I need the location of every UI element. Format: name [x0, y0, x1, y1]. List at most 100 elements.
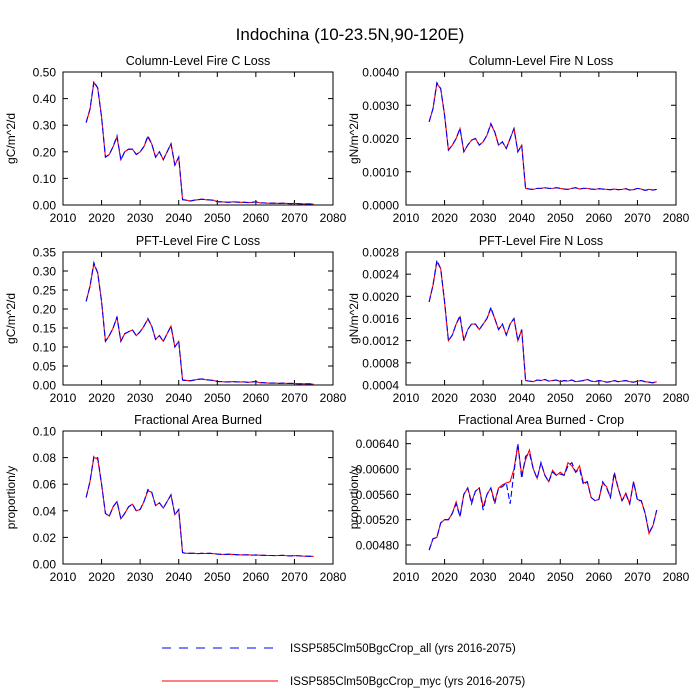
x-tick-label: 2060	[586, 570, 613, 584]
x-tick-label: 2010	[50, 211, 77, 225]
x-tick-label: 2050	[204, 391, 231, 405]
x-tick-label: 2070	[624, 211, 651, 225]
chart-panels: Column-Level Fire C Loss gC/m^2/d 2010 2020…	[4, 54, 690, 584]
chart-panel: PFT-Level Fire C Loss gC/m^2/d 2010 2020 203…	[4, 234, 347, 405]
series-line-myc	[85, 81, 314, 205]
y-tick-label: 0.0024	[362, 268, 399, 282]
series-line-all	[85, 79, 314, 205]
chart-panel: Fractional Area Burned proportion/y 2010 20…	[4, 413, 347, 584]
series-line-all	[85, 260, 314, 385]
x-tick-label: 2010	[50, 391, 77, 405]
y-tick-label: 0.20	[33, 303, 57, 317]
x-tick-label: 2050	[547, 211, 574, 225]
legend: ISSP585Clm50BgcCrop_all (yrs 2016-2075) I…	[162, 643, 525, 688]
x-tick-label: 2020	[431, 570, 458, 584]
y-tick-label: 0.00480	[356, 539, 400, 553]
chart-panel: Fractional Area Burned - Crop proportion/…	[347, 413, 690, 584]
x-tick-label: 2070	[281, 211, 308, 225]
y-tick-label: 0.00640	[356, 437, 400, 451]
y-tick-label: 0.0008	[362, 356, 399, 370]
x-tick-label: 2060	[243, 391, 270, 405]
y-tick-label: 0.00	[33, 558, 57, 572]
x-tick-label: 2040	[165, 211, 192, 225]
y-tick-label: 0.00	[33, 379, 57, 393]
series-line-myc	[85, 262, 314, 385]
y-axis-label: gC/m^2/d	[4, 293, 18, 344]
plot-frame	[405, 71, 677, 206]
x-tick-label: 2030	[470, 211, 497, 225]
x-tick-label: 2070	[281, 570, 308, 584]
x-tick-label: 2030	[127, 211, 154, 225]
y-axis-label: gC/m^2/d	[4, 113, 18, 164]
y-axis-label: gN/m^2/d	[347, 293, 361, 344]
x-tick-label: 2060	[243, 570, 270, 584]
y-tick-label: 0.30	[33, 119, 57, 133]
y-tick-label: 0.00520	[356, 513, 400, 527]
legend-label: ISSP585Clm50BgcCrop_all (yrs 2016-2075)	[290, 643, 516, 655]
panel-title: Fractional Area Burned	[134, 413, 262, 427]
x-tick-label: 2010	[50, 570, 77, 584]
x-tick-label: 2080	[663, 391, 690, 405]
series-line-all	[428, 258, 657, 384]
x-tick-label: 2010	[393, 391, 420, 405]
x-tick-label: 2030	[127, 391, 154, 405]
y-tick-label: 0.10	[33, 341, 57, 355]
chart-panel: Column-Level Fire N Loss gN/m^2/d 2010 2020…	[347, 54, 690, 225]
x-tick-label: 2040	[165, 391, 192, 405]
x-tick-label: 2030	[470, 570, 497, 584]
x-tick-label: 2020	[88, 391, 115, 405]
y-tick-label: 0.10	[33, 425, 57, 439]
y-tick-label: 0.10	[33, 172, 57, 186]
x-tick-label: 2060	[243, 211, 270, 225]
x-tick-label: 2010	[393, 570, 420, 584]
x-tick-label: 2040	[165, 570, 192, 584]
series-line-myc	[428, 260, 657, 384]
x-tick-label: 2070	[624, 391, 651, 405]
y-tick-label: 0.00	[33, 199, 57, 213]
y-tick-label: 0.35	[33, 246, 57, 260]
x-tick-label: 2020	[88, 570, 115, 584]
x-tick-label: 2040	[508, 211, 535, 225]
chart-panel: PFT-Level Fire N Loss gN/m^2/d 2010 2020 203…	[347, 234, 690, 405]
y-tick-label: 0.40	[33, 92, 57, 106]
x-tick-label: 2020	[431, 211, 458, 225]
y-tick-label: 0.0040	[362, 66, 399, 80]
y-tick-label: 0.0028	[362, 246, 399, 260]
plot-frame	[62, 251, 334, 386]
y-axis-label: gN/m^2/d	[347, 113, 361, 164]
x-tick-label: 2080	[663, 211, 690, 225]
plot-frame	[62, 430, 334, 565]
y-tick-label: 0.25	[33, 284, 57, 298]
x-tick-label: 2070	[281, 391, 308, 405]
x-tick-label: 2030	[470, 391, 497, 405]
x-tick-label: 2050	[547, 570, 574, 584]
y-tick-label: 0.05	[33, 360, 57, 374]
y-tick-label: 0.0020	[362, 132, 399, 146]
x-tick-label: 2070	[624, 570, 651, 584]
y-tick-label: 0.00600	[356, 463, 400, 477]
x-tick-label: 2040	[508, 391, 535, 405]
y-tick-label: 0.02	[33, 531, 57, 545]
x-tick-label: 2060	[586, 391, 613, 405]
x-tick-label: 2020	[88, 211, 115, 225]
y-tick-label: 0.15	[33, 322, 57, 336]
y-tick-label: 0.0030	[362, 99, 399, 113]
y-tick-label: 0.0016	[362, 312, 399, 326]
x-tick-label: 2040	[508, 570, 535, 584]
panel-title: PFT-Level Fire N Loss	[479, 234, 603, 248]
y-tick-label: 0.0004	[362, 379, 399, 393]
x-tick-label: 2050	[204, 570, 231, 584]
y-tick-label: 0.0010	[362, 165, 399, 179]
x-tick-label: 2010	[393, 211, 420, 225]
panel-title: PFT-Level Fire C Loss	[136, 234, 260, 248]
y-tick-label: 0.50	[33, 66, 57, 80]
x-tick-label: 2050	[204, 211, 231, 225]
x-tick-label: 2030	[127, 570, 154, 584]
x-tick-label: 2080	[320, 391, 347, 405]
y-tick-label: 0.30	[33, 265, 57, 279]
panel-title: Column-Level Fire C Loss	[126, 54, 271, 68]
panel-title: Column-Level Fire N Loss	[469, 54, 614, 68]
plot-frame	[62, 71, 334, 206]
series-line-all	[85, 455, 314, 557]
